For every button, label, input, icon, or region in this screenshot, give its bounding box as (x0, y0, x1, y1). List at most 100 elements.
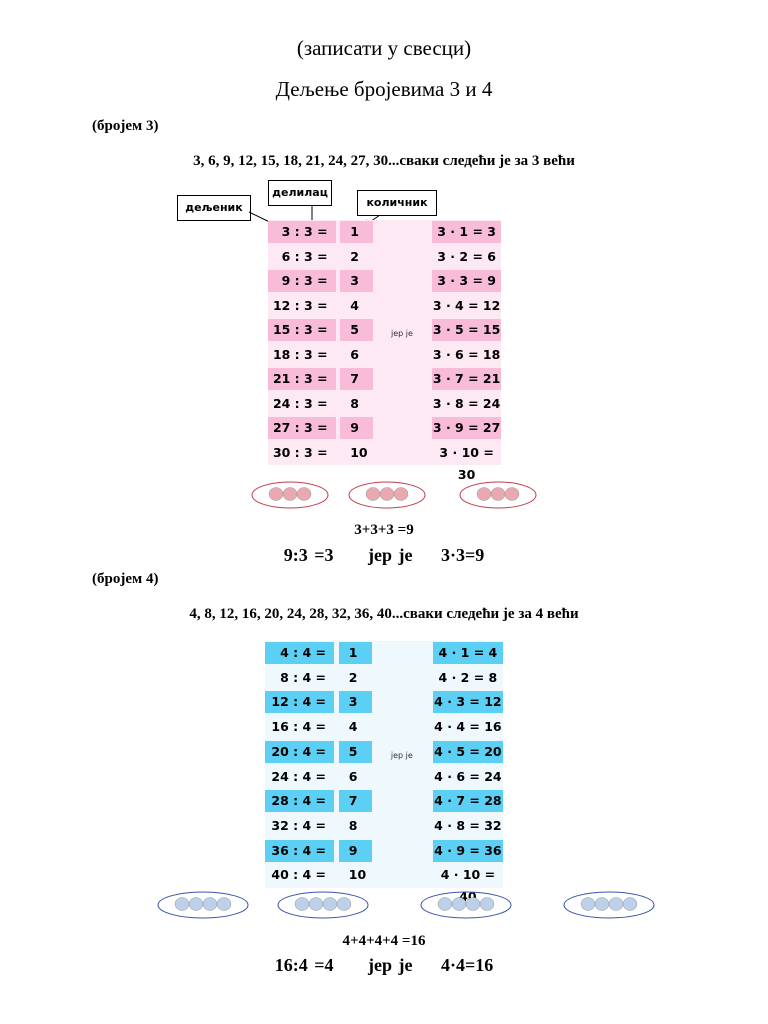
ball (594, 897, 610, 911)
division-expression: 24 : 4 = (271, 768, 327, 784)
division-expression: 40 : 4 = (271, 867, 327, 883)
ball (322, 897, 338, 911)
group-ring (420, 891, 512, 919)
table-row: 27 : 3 = 9 3 · 9 = 27 (268, 417, 501, 439)
ball (188, 897, 204, 911)
table-row: 24 : 3 = 8 3 · 8 = 24 (268, 393, 501, 415)
multiplication-check: 4 · 8 = 32 (434, 817, 502, 833)
division-expression: 12 : 4 = (265, 691, 335, 714)
ball (294, 897, 310, 911)
ball (437, 897, 453, 911)
quotient-value: 3 (338, 691, 373, 714)
ball-group (348, 481, 426, 509)
table-row: 20 : 4 = 5 4 · 5 = 20 (265, 740, 503, 763)
result-because: јер је (368, 545, 413, 565)
section3-sum: 3+3+3 =9 (354, 522, 414, 538)
division-expression: 9 : 3 = (268, 270, 336, 292)
quotient-value: 7 (340, 368, 373, 390)
table-row: 28 : 4 = 7 4 · 7 = 28 (265, 790, 503, 813)
multiplication-check: 3 · 5 = 15 (432, 319, 501, 341)
quotient-value: 10 (350, 444, 368, 460)
table-row: 12 : 4 = 3 4 · 3 = 12 (265, 691, 503, 714)
ball (365, 487, 381, 501)
ball (174, 897, 190, 911)
dividend-label: дељеник (177, 195, 251, 221)
quotient-value: 7 (338, 790, 373, 813)
ball (608, 897, 624, 911)
multiplication-check: 4 · 7 = 28 (432, 790, 503, 813)
section4-sum: 4+4+4+4 =16 (342, 933, 426, 949)
section3-heading: (бројем 3) (92, 118, 159, 134)
multiplication-check: 4 · 6 = 24 (434, 768, 502, 784)
quotient-value: 2 (348, 669, 358, 685)
quotient-value: 4 (350, 297, 359, 313)
group-ring (251, 481, 329, 509)
multiplication-check: 3 · 4 = 12 (432, 297, 501, 313)
division-expression: 8 : 4 = (280, 669, 327, 685)
quotient-value: 5 (338, 740, 373, 763)
ball (379, 487, 395, 501)
division-expression: 6 : 3 = (281, 248, 328, 264)
quotient-value: 1 (338, 642, 373, 664)
ball-groups-4 (157, 891, 655, 919)
ball (308, 897, 324, 911)
quotient-label: количник (357, 190, 437, 216)
because-label: јер је (390, 328, 413, 338)
group-ring (459, 481, 537, 509)
ball (216, 897, 232, 911)
multiplication-check: 4 · 4 = 16 (434, 719, 502, 735)
group-ring (277, 891, 369, 919)
table-row: 36 : 4 = 9 4 · 9 = 36 (265, 839, 503, 862)
ball (504, 487, 520, 501)
ball-group (157, 891, 249, 919)
table-row: 12 : 3 = 4 3 · 4 = 12 (268, 295, 501, 317)
quotient-value: 1 (340, 221, 373, 243)
table-row: 18 : 3 = 6 3 · 6 = 18 (268, 344, 501, 366)
page-title: Дељење бројевима 3 и 4 (275, 77, 493, 101)
result-because: јер је (368, 955, 413, 975)
multiplication-check: 3 · 8 = 24 (432, 395, 501, 411)
ball-group (251, 481, 329, 509)
ball-group (563, 891, 655, 919)
result-product: 4·4=16 (440, 955, 494, 975)
result-division: 16:4 =4 (274, 955, 334, 975)
table-row: 9 : 3 = 3 3 · 3 = 9 (268, 270, 501, 292)
multiplication-check: 3 · 9 = 27 (432, 417, 501, 439)
quotient-value: 6 (350, 346, 359, 362)
section4-heading: (бројем 4) (92, 571, 159, 587)
ball (476, 487, 492, 501)
result-product: 3·3=9 (440, 545, 485, 565)
group-ring (348, 481, 426, 509)
quotient-value: 3 (340, 270, 373, 292)
ball (268, 487, 284, 501)
division-table-4: 4 : 4 = 1 4 · 1 = 4 8 : 4 = 2 4 · 2 = 8 12 : 4… (265, 641, 503, 904)
table-row: 32 : 4 = 8 4 · 8 = 32 (265, 815, 503, 837)
group-ring (157, 891, 249, 919)
division-expression: 15 : 3 = (268, 319, 336, 341)
table-row: 16 : 4 = 4 4 · 4 = 16 (265, 716, 503, 738)
ball (282, 487, 298, 501)
quotient-value: 9 (340, 417, 373, 439)
quotient-value: 6 (348, 768, 358, 784)
ball (296, 487, 312, 501)
ball (580, 897, 596, 911)
division-expression: 30 : 3 = (272, 444, 328, 460)
table-row: 40 : 4 = 10 4 · 10 = 40 (265, 864, 503, 904)
division-expression: 3 : 3 = (268, 221, 336, 243)
multiplication-check: 3 · 3 = 9 (432, 270, 501, 292)
multiplication-check: 4 · 3 = 12 (432, 691, 503, 714)
ball-group (420, 891, 512, 919)
division-expression: 28 : 4 = (265, 790, 335, 813)
table-row: 21 : 3 = 7 3 · 7 = 21 (268, 368, 501, 390)
section3-sequence: 3, 6, 9, 12, 15, 18, 21, 24, 27, 30...св… (193, 153, 575, 169)
divisor-label: делилац (268, 180, 332, 206)
division-table-3: 3 : 3 = 1 3 · 1 = 3 6 : 3 = 2 3 · 2 = 6 9 : 3 … (268, 220, 501, 482)
quotient-value: 5 (340, 319, 373, 341)
ball (490, 487, 506, 501)
multiplication-check: 4 · 2 = 8 (438, 669, 498, 685)
table-row: 4 : 4 = 1 4 · 1 = 4 (265, 642, 503, 664)
ball-groups-3 (251, 481, 537, 509)
quotient-value: 9 (338, 839, 373, 862)
table-row: 30 : 3 = 10 3 · 10 = 30 (268, 442, 501, 482)
